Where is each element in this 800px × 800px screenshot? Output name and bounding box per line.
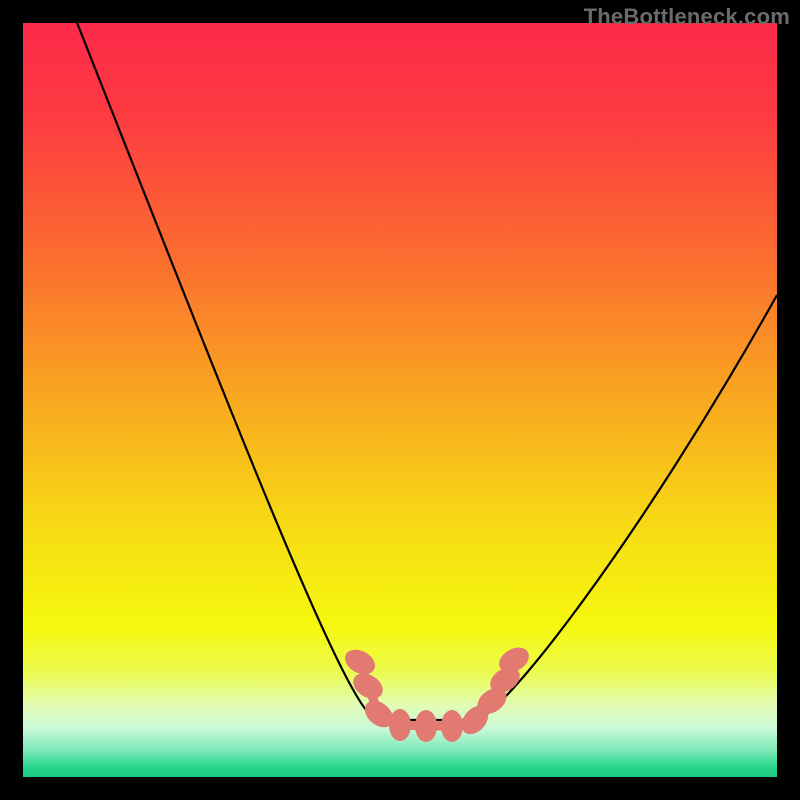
bottleneck-chart: [0, 0, 800, 800]
marker-bead: [415, 710, 437, 742]
gradient-plot-area: [23, 23, 777, 777]
marker-bead: [441, 710, 463, 742]
watermark-text: TheBottleneck.com: [584, 4, 790, 30]
chart-frame: TheBottleneck.com: [0, 0, 800, 800]
marker-bead: [389, 709, 411, 741]
